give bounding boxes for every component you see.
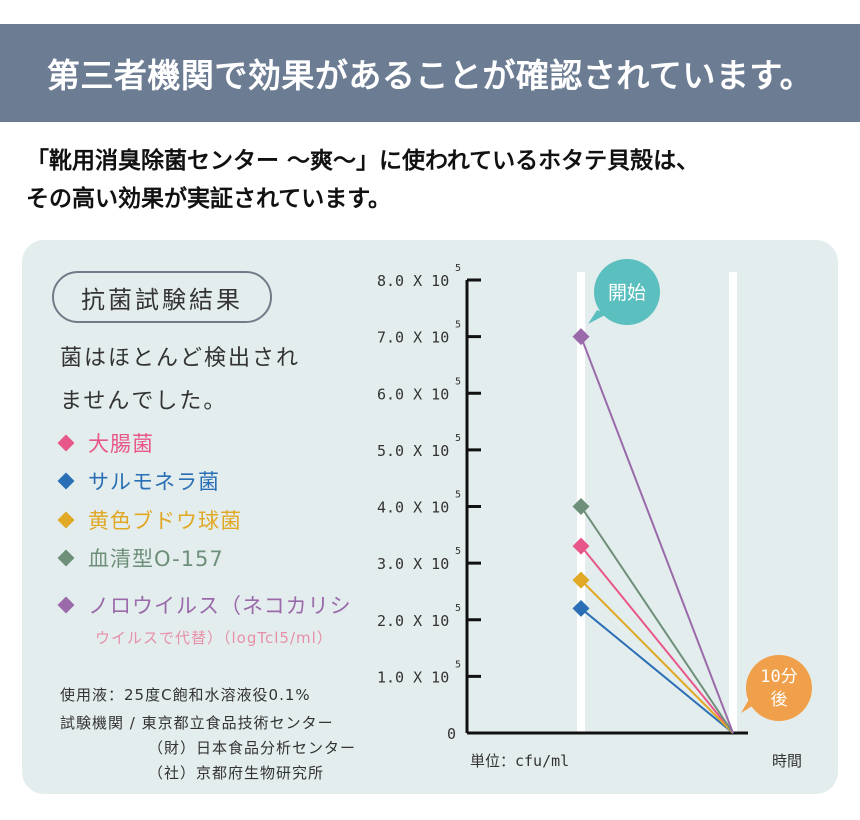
y-tick-label: 6.0 X 10 (377, 385, 449, 403)
y-tick-label: 4.0 X 10 (377, 499, 449, 517)
y-tick-label: 7.0 X 10 (377, 329, 449, 347)
y-tick-exponent: 5 (455, 433, 461, 444)
series-point (572, 498, 590, 515)
test-institution: 試験機関 / 東京都立食品技術センター (60, 714, 334, 732)
y-tick-exponent: 5 (455, 376, 461, 387)
series-line (580, 607, 734, 734)
test-solution: 使用液：25度C飽和水溶液役0.1% (60, 686, 311, 704)
end-guide (729, 272, 737, 733)
series-line (580, 505, 734, 734)
end-bubble (746, 655, 812, 721)
y-tick-exponent: 5 (455, 263, 461, 274)
series-line (580, 336, 734, 734)
y-axis-unit-label: 単位：cfu/ml (470, 752, 569, 770)
intro-line-1: 「靴用消臭除菌センター ～爽～」に使われているホタテ貝殻は、 (26, 148, 700, 174)
result-title-badge: 抗菌試験結果 (52, 271, 272, 323)
series-line (580, 545, 734, 734)
series-line (580, 579, 734, 734)
y-tick-exponent: 5 (455, 603, 461, 614)
legend-item: ノロウイルス（ネコカリシ (57, 590, 352, 620)
test-institution-3: （社）京都府生物研究所 (148, 764, 325, 782)
legend-note: ウイルスで代替）（logTcl5/ml） (95, 629, 333, 647)
legend-item: 血清型O-157 (57, 543, 224, 573)
legend-item: 黄色ブドウ球菌 (57, 505, 242, 535)
series-point (572, 571, 590, 589)
legend-label: 大腸菌 (88, 432, 154, 456)
legend-item: サルモネラ菌 (57, 466, 220, 496)
intro-text: 「靴用消臭除菌センター ～爽～」に使われているホタテ貝殻は、 その高い効果が実証… (26, 142, 846, 218)
y-tick-exponent: 5 (455, 490, 461, 501)
x-category-end-line1: 10分 (760, 667, 797, 687)
y-tick-exponent: 5 (455, 659, 461, 670)
banner-title: 第三者機関で効果があることが確認されています。 (46, 56, 814, 95)
lead-line-1: 菌はほとんど検出され (60, 346, 301, 371)
lead-line-2: ませんでした。 (60, 389, 228, 414)
y-tick-label: 3.0 X 10 (377, 555, 449, 573)
intro-line-2: その高い効果が実証されています。 (26, 186, 392, 212)
y-tick-label: 1.0 X 10 (377, 668, 449, 686)
start-bubble (594, 259, 660, 325)
legend-item: 大腸菌 (57, 428, 154, 458)
x-category-start: 開始 (608, 282, 646, 304)
y-tick-label: 2.0 X 10 (377, 612, 449, 630)
series-point (572, 537, 590, 555)
test-institution-2: （財）日本食品分析センター (148, 739, 357, 757)
x-axis-label: 時間 (772, 752, 802, 770)
legend-label: 血清型O-157 (88, 547, 224, 571)
series-point (572, 328, 590, 346)
y-tick-exponent: 5 (455, 320, 461, 331)
series-point (572, 599, 590, 617)
y-tick-exponent: 5 (455, 546, 461, 557)
legend-label: サルモネラ菌 (88, 470, 220, 494)
y-tick-label: 8.0 X 10 (377, 272, 449, 290)
legend-label: 黄色ブドウ球菌 (88, 509, 242, 533)
y-tick-label: 0 (447, 725, 456, 743)
result-title: 抗菌試験結果 (81, 285, 243, 314)
title-banner: 第三者機関で効果があることが確認されています。 (0, 24, 860, 122)
legend-label: ノロウイルス（ネコカリシ (88, 594, 352, 618)
x-category-end-line2: 後 (771, 690, 788, 710)
y-tick-label: 5.0 X 10 (377, 442, 449, 460)
